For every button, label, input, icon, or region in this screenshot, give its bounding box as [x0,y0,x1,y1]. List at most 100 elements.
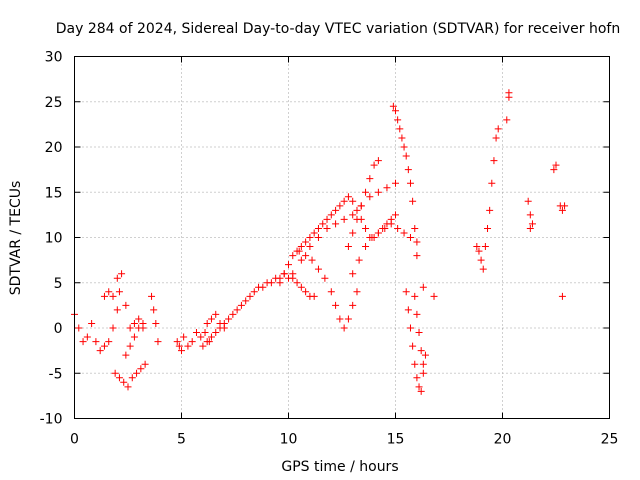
data-point [302,238,310,246]
data-point [406,234,414,241]
data-point [118,270,126,278]
series-track-13 [344,157,382,251]
data-point [201,329,209,337]
data-point [524,197,532,205]
data-point [417,347,425,355]
series-track-24 [556,202,569,300]
data-point [233,306,241,314]
data-point [173,338,181,346]
data-point [394,116,402,124]
data-point [133,369,141,377]
data-point [295,247,303,255]
data-point [406,179,414,187]
y-tick-label: -5 [49,366,63,382]
series-track-10 [276,193,399,287]
series-track-7 [184,329,213,350]
data-point [392,179,399,187]
data-point [308,256,316,264]
data-point [184,342,192,350]
series-track-19 [473,157,498,273]
data-point [374,188,382,196]
y-tick-label: 30 [45,50,63,66]
data-point [503,116,511,124]
data-point [135,324,143,332]
data-point [486,206,494,214]
data-point [484,224,492,232]
data-point [122,351,130,359]
axis-ticks: -10 -5 0 5 10 15 20 25 30 0 5 10 15 20 25 [40,50,619,448]
data-points [71,89,569,395]
data-point [207,315,215,323]
data-point [130,333,138,341]
data-point [526,224,534,232]
data-point [289,270,297,278]
data-point [323,224,331,232]
data-point [302,288,310,296]
data-point [413,310,421,318]
data-point [552,161,560,169]
data-point [139,319,147,327]
data-point [259,283,267,291]
data-point [473,243,481,251]
data-point [197,333,205,341]
data-point [362,188,370,196]
data-point [406,324,414,332]
data-point [413,374,421,382]
data-point [314,265,322,273]
series-track-3 [111,360,149,391]
data-point [212,310,220,318]
x-tick-label: 5 [177,432,186,448]
data-point [126,342,134,350]
data-point [319,220,327,228]
data-point [340,215,348,223]
series-track-16 [402,288,427,395]
series-track-5 [148,292,162,346]
data-point [154,338,162,346]
data-point [124,383,132,391]
series-track-14 [349,220,421,278]
data-point [100,292,108,300]
data-point [79,338,87,346]
x-tick-label: 25 [601,432,619,448]
data-point [220,324,228,332]
data-point [327,288,335,296]
series-track-6 [173,333,188,355]
series-track-12 [295,247,361,332]
data-point [192,329,200,337]
series-track-15 [389,102,421,260]
data-point [561,202,569,210]
data-point [150,306,158,314]
data-point [402,152,410,160]
data-point [96,347,104,355]
data-point [336,315,344,323]
series-track-22 [524,197,536,232]
data-point [387,220,395,228]
series-track-23 [550,161,560,174]
data-point [92,338,100,346]
data-point [402,288,410,296]
y-tick-label: 5 [54,276,63,292]
series-track-18 [419,283,438,300]
data-point [558,206,566,214]
data-point [349,197,357,205]
data-point [349,270,357,278]
data-point [415,383,423,391]
data-point [392,211,399,219]
data-point [368,234,376,241]
data-point [417,387,425,395]
data-point [479,265,487,273]
data-point [332,220,340,228]
data-point [152,319,160,327]
data-point [175,342,183,350]
grid-lines [74,56,610,419]
data-point [492,134,500,142]
data-point [109,324,117,332]
y-tick-label: 10 [45,231,63,247]
series-track-1 [71,288,123,355]
data-point [381,224,389,232]
data-point [120,378,128,386]
data-point [490,157,498,165]
data-point [396,125,404,133]
data-point [366,175,374,183]
data-point [83,333,91,341]
